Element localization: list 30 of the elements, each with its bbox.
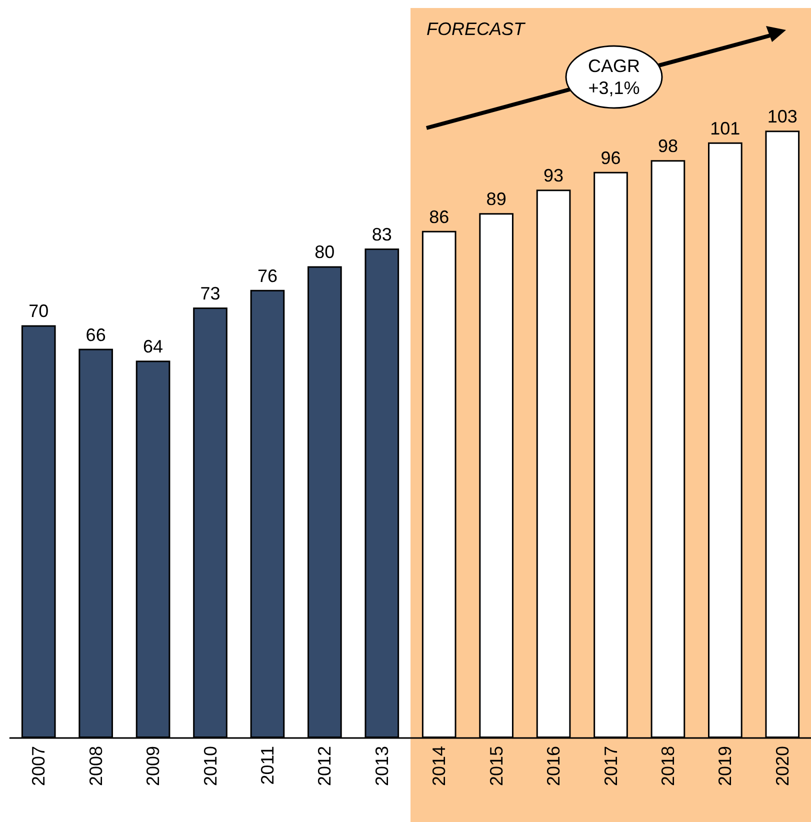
data-label: 89 — [486, 189, 506, 210]
x-tick-label: 2018 — [658, 746, 678, 786]
x-tick-label: 2011 — [257, 746, 278, 785]
data-label: 80 — [314, 242, 335, 262]
data-label: 98 — [658, 136, 678, 156]
x-tick-label: 2016 — [544, 746, 564, 786]
x-tick-label: 2007 — [28, 746, 49, 786]
x-tick-label: 2017 — [600, 746, 621, 786]
data-label: 96 — [600, 148, 621, 168]
x-tick-label: 2014 — [429, 746, 450, 786]
x-tick-label: 2012 — [314, 746, 335, 786]
data-label: 83 — [372, 224, 392, 245]
x-tick-label: 2009 — [143, 746, 164, 786]
data-label: 93 — [544, 166, 564, 186]
data-label: 76 — [257, 266, 278, 286]
data-label: 70 — [28, 301, 49, 322]
x-tick-label: 2019 — [715, 746, 736, 786]
data-label: 64 — [143, 336, 164, 357]
data-label: 66 — [86, 324, 106, 345]
x-tick-label: 2008 — [86, 746, 106, 786]
x-tick-label: 2020 — [772, 746, 792, 786]
data-label: 101 — [710, 118, 740, 138]
text: CAGR +3,1% — [588, 56, 640, 98]
data-label: 73 — [200, 284, 220, 304]
data-label: 86 — [429, 206, 450, 227]
x-tick-label: 2015 — [486, 746, 506, 786]
band-label: FORECAST — [426, 19, 527, 39]
data-label: 103 — [767, 106, 798, 127]
x-tick-label: 2010 — [200, 746, 220, 786]
x-tick-label: 2013 — [372, 746, 392, 786]
